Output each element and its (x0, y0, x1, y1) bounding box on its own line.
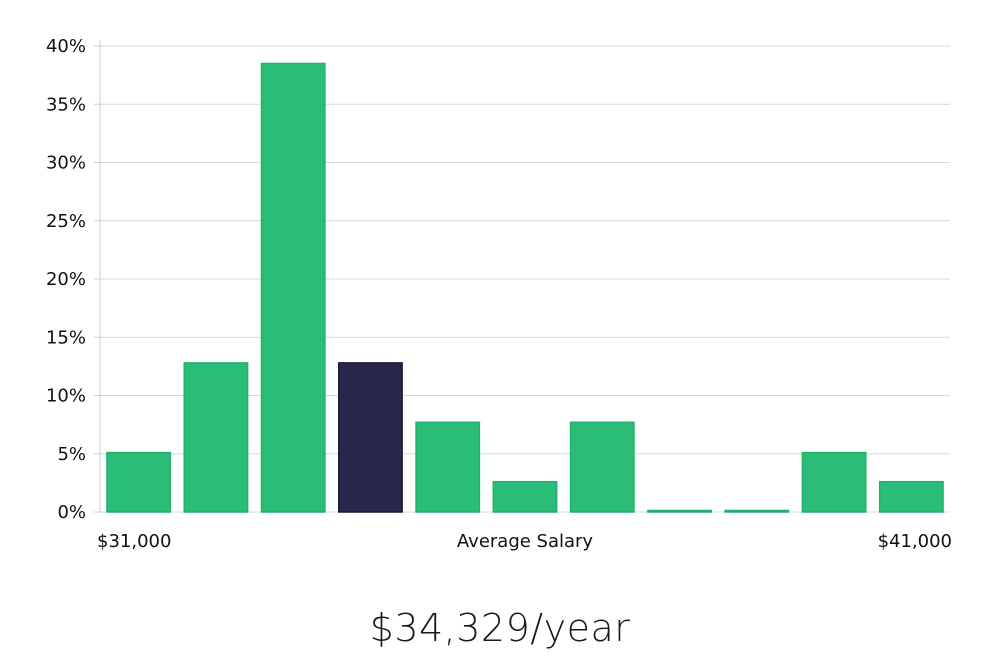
y-tick-label: 15% (46, 327, 86, 348)
x-axis-max-label: $41,000 (878, 531, 952, 552)
bar (260, 62, 326, 513)
bar (569, 421, 635, 513)
y-tick-label: 30% (46, 153, 86, 174)
y-tick-label: 0% (57, 502, 86, 523)
x-axis-title: Average Salary (457, 531, 594, 552)
bar (415, 421, 481, 513)
y-tick-label: 5% (57, 444, 86, 465)
bar (724, 509, 790, 513)
bar (183, 362, 249, 513)
y-tick-label: 25% (46, 211, 86, 232)
bar (492, 480, 558, 513)
y-tick-label: 20% (46, 269, 86, 290)
highlighted-bar (338, 362, 403, 513)
x-axis-min-label: $31,000 (97, 531, 171, 552)
y-tick-label: 10% (46, 386, 86, 407)
y-tick-label: 40% (46, 36, 86, 57)
salary-histogram: 0% 5% 10% 15% 20% 25% 30% 35% 40% $31,000 Averag… (46, 36, 952, 552)
bar (647, 509, 712, 513)
bars (106, 62, 944, 513)
bar (878, 480, 944, 513)
average-salary-value: $34,329/year (369, 606, 631, 650)
y-tick-label: 35% (46, 94, 86, 115)
y-tick-labels: 0% 5% 10% 15% 20% 25% 30% 35% 40% (46, 36, 86, 523)
bar (801, 451, 867, 513)
bar (106, 451, 172, 513)
